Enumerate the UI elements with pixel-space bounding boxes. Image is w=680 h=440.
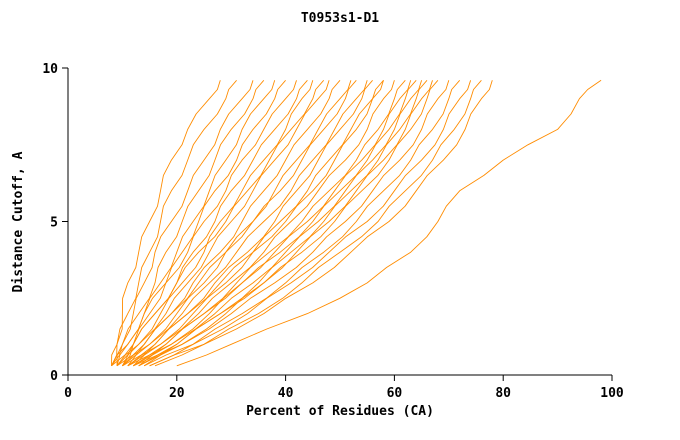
x-tick-label: 0 xyxy=(64,386,72,401)
model-curve xyxy=(154,80,482,367)
model-curve xyxy=(149,80,493,367)
model-curve xyxy=(111,80,221,366)
model-curve xyxy=(127,80,417,367)
x-tick-label: 40 xyxy=(278,386,294,401)
model-curve xyxy=(116,80,357,367)
y-axis-label: Distance Cutoff, A xyxy=(11,151,26,292)
model-curve xyxy=(122,80,314,367)
model-curves xyxy=(111,79,602,367)
model-curve xyxy=(138,80,412,367)
model-curve xyxy=(138,80,450,367)
model-curve xyxy=(111,80,297,367)
model-curve xyxy=(133,80,423,367)
model-curve xyxy=(122,80,286,367)
x-tick-label: 100 xyxy=(600,386,624,401)
y-tick-label: 10 xyxy=(42,62,58,77)
x-tick-label: 20 xyxy=(169,386,185,401)
x-axis-label: Percent of Residues (CA) xyxy=(246,404,434,419)
model-curve xyxy=(116,80,330,367)
x-tick-label: 60 xyxy=(387,386,403,401)
model-curve xyxy=(133,80,439,367)
model-curve xyxy=(127,80,373,367)
y-tick-label: 0 xyxy=(50,369,58,384)
model-curve xyxy=(122,80,384,367)
x-tick-label: 80 xyxy=(495,386,511,401)
model-curve xyxy=(132,80,384,367)
model-curve xyxy=(111,80,237,366)
y-tick-label: 5 xyxy=(50,216,58,231)
model-curve xyxy=(111,80,325,367)
model-curve xyxy=(127,80,395,367)
model-curve xyxy=(176,79,602,367)
model-curve xyxy=(143,80,433,367)
model-curve xyxy=(144,80,472,367)
model-curve xyxy=(122,80,368,367)
model-curve xyxy=(149,80,461,367)
chart-title: T0953s1-D1 xyxy=(301,11,379,26)
model-curve xyxy=(111,80,265,367)
axes: 0 20 40 60 80 100 0 5 10 xyxy=(42,62,624,401)
